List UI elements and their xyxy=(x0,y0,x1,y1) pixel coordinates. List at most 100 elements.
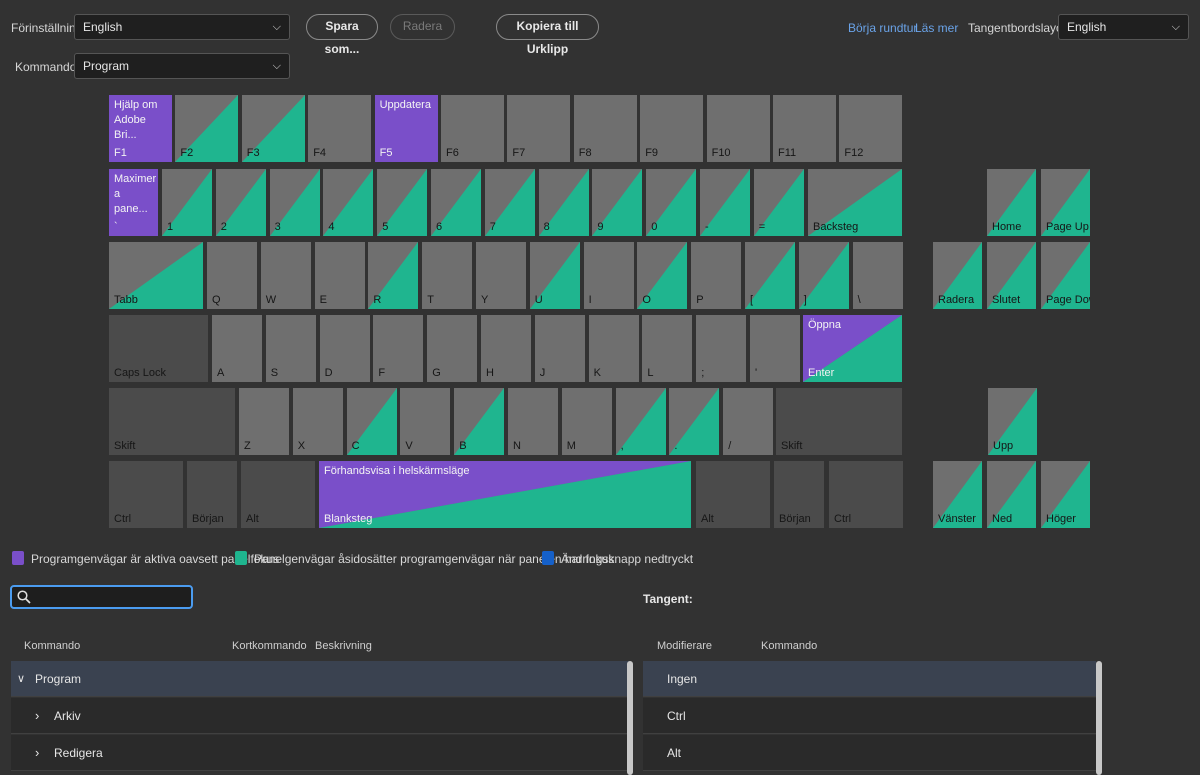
key-ralt[interactable]: Alt xyxy=(696,461,770,528)
key-n4[interactable]: 4 xyxy=(323,169,374,236)
key-n6[interactable]: 6 xyxy=(431,169,481,236)
key-equal[interactable]: = xyxy=(753,169,804,236)
key-rctrl[interactable]: Ctrl xyxy=(829,461,903,528)
key-n7[interactable]: 7 xyxy=(484,169,535,236)
key-i[interactable]: I xyxy=(583,242,634,309)
key-delete[interactable]: Radera xyxy=(933,242,982,309)
key-rstart[interactable]: Början xyxy=(774,461,824,528)
key-lalt[interactable]: Alt xyxy=(241,461,315,528)
delete-preset-button[interactable]: Radera xyxy=(390,14,455,40)
key-j[interactable]: J xyxy=(534,315,585,382)
table-row[interactable]: Ingen xyxy=(643,661,1096,697)
key-f9[interactable]: F9 xyxy=(640,95,704,162)
keyboard-layout-select[interactable]: English ⌵ xyxy=(1058,14,1189,40)
key-comma[interactable]: , xyxy=(615,388,666,455)
key-e[interactable]: E xyxy=(314,242,365,309)
key-h[interactable]: H xyxy=(481,315,531,382)
key-right[interactable]: Höger xyxy=(1041,461,1090,528)
preset-select[interactable]: English ⌵ xyxy=(74,14,290,40)
commands-scrollbar[interactable] xyxy=(627,661,633,775)
start-tour-link[interactable]: Börja rundtur xyxy=(848,21,918,35)
key-n9[interactable]: 9 xyxy=(592,169,643,236)
table-row[interactable]: ∨ Program xyxy=(11,661,629,697)
key-v[interactable]: V xyxy=(400,388,451,455)
col-header-modifier[interactable]: Modifierare xyxy=(657,640,713,652)
key-f8[interactable]: F8 xyxy=(573,95,637,162)
learn-more-link[interactable]: Läs mer xyxy=(915,21,959,35)
key-f3[interactable]: F3 xyxy=(241,95,305,162)
copy-to-clipboard-button[interactable]: Kopiera till Urklipp xyxy=(496,14,599,56)
key-t[interactable]: T xyxy=(422,242,473,309)
key-backspace[interactable]: Backsteg xyxy=(808,169,902,236)
key-n3[interactable]: 3 xyxy=(269,169,320,236)
key-w[interactable]: W xyxy=(260,242,311,309)
key-lbracket[interactable]: [ xyxy=(745,242,795,309)
key-pageup[interactable]: Page Up xyxy=(1041,169,1090,236)
commands-select[interactable]: Program ⌵ xyxy=(74,53,290,79)
key-rshift[interactable]: Skift xyxy=(776,388,902,455)
key-r[interactable]: R xyxy=(368,242,419,309)
key-backslash[interactable]: \ xyxy=(852,242,903,309)
key-enter[interactable]: Öppna Enter xyxy=(803,315,902,382)
key-end[interactable]: Slutet xyxy=(987,242,1036,309)
col-header-key-command[interactable]: Kommando xyxy=(761,640,818,652)
key-period[interactable]: . xyxy=(669,388,720,455)
chevron-down-icon[interactable]: ∨ xyxy=(17,673,26,685)
key-y[interactable]: Y xyxy=(476,242,526,309)
col-header-command[interactable]: Kommando xyxy=(24,640,81,652)
save-as-button[interactable]: Spara som... xyxy=(306,14,378,56)
key-k[interactable]: K xyxy=(588,315,639,382)
table-row[interactable]: › Redigera xyxy=(11,735,629,771)
key-tilde[interactable]: Maximer a pane... ` xyxy=(109,169,158,236)
key-f7[interactable]: F7 xyxy=(507,95,571,162)
chevron-right-icon[interactable]: › xyxy=(35,745,40,760)
key-f10[interactable]: F10 xyxy=(706,95,770,162)
key-n[interactable]: N xyxy=(508,388,558,455)
key-a[interactable]: A xyxy=(212,315,262,382)
key-lctrl[interactable]: Ctrl xyxy=(109,461,183,528)
key-lshift[interactable]: Skift xyxy=(109,388,235,455)
key-f1[interactable]: Hjälp om Adobe Bri... F1 xyxy=(109,95,172,162)
key-x[interactable]: X xyxy=(292,388,343,455)
key-quote[interactable]: ' xyxy=(750,315,800,382)
key-f2[interactable]: F2 xyxy=(175,95,239,162)
table-row[interactable]: Ctrl xyxy=(643,698,1096,734)
key-c[interactable]: C xyxy=(346,388,397,455)
key-down[interactable]: Ned xyxy=(987,461,1036,528)
chevron-right-icon[interactable]: › xyxy=(35,708,40,723)
key-u[interactable]: U xyxy=(529,242,580,309)
key-up[interactable]: Upp xyxy=(988,388,1037,455)
key-f[interactable]: F xyxy=(373,315,424,382)
key-f5[interactable]: Uppdatera F5 xyxy=(374,95,438,162)
key-n1[interactable]: 1 xyxy=(162,169,212,236)
key-capslock[interactable]: Caps Lock xyxy=(109,315,208,382)
key-lstart[interactable]: Början xyxy=(187,461,237,528)
key-f11[interactable]: F11 xyxy=(773,95,836,162)
col-header-shortcut[interactable]: Kortkommando xyxy=(232,640,307,652)
key-slash[interactable]: / xyxy=(723,388,774,455)
key-f4[interactable]: F4 xyxy=(308,95,372,162)
key-pagedown[interactable]: Page Down xyxy=(1041,242,1090,309)
key-minus[interactable]: - xyxy=(700,169,750,236)
key-space[interactable]: Förhandsvisa i helskärmsläge Blanksteg xyxy=(319,461,691,528)
key-n2[interactable]: 2 xyxy=(215,169,266,236)
key-z[interactable]: Z xyxy=(239,388,289,455)
key-left[interactable]: Vänster xyxy=(933,461,982,528)
key-n8[interactable]: 8 xyxy=(538,169,589,236)
key-l[interactable]: L xyxy=(642,315,693,382)
key-q[interactable]: Q xyxy=(207,242,257,309)
key-home[interactable]: Home xyxy=(987,169,1036,236)
key-f12[interactable]: F12 xyxy=(839,95,903,162)
key-p[interactable]: P xyxy=(691,242,742,309)
key-d[interactable]: D xyxy=(319,315,370,382)
key-s[interactable]: S xyxy=(265,315,316,382)
search-input[interactable] xyxy=(10,585,193,609)
col-header-description[interactable]: Beskrivning xyxy=(315,640,372,652)
key-semicolon[interactable]: ; xyxy=(696,315,747,382)
key-rbracket[interactable]: ] xyxy=(798,242,849,309)
table-row[interactable]: › Arkiv xyxy=(11,698,629,734)
key-o[interactable]: O xyxy=(637,242,688,309)
key-m[interactable]: M xyxy=(561,388,612,455)
key-f6[interactable]: F6 xyxy=(441,95,504,162)
key-b[interactable]: B xyxy=(454,388,505,455)
